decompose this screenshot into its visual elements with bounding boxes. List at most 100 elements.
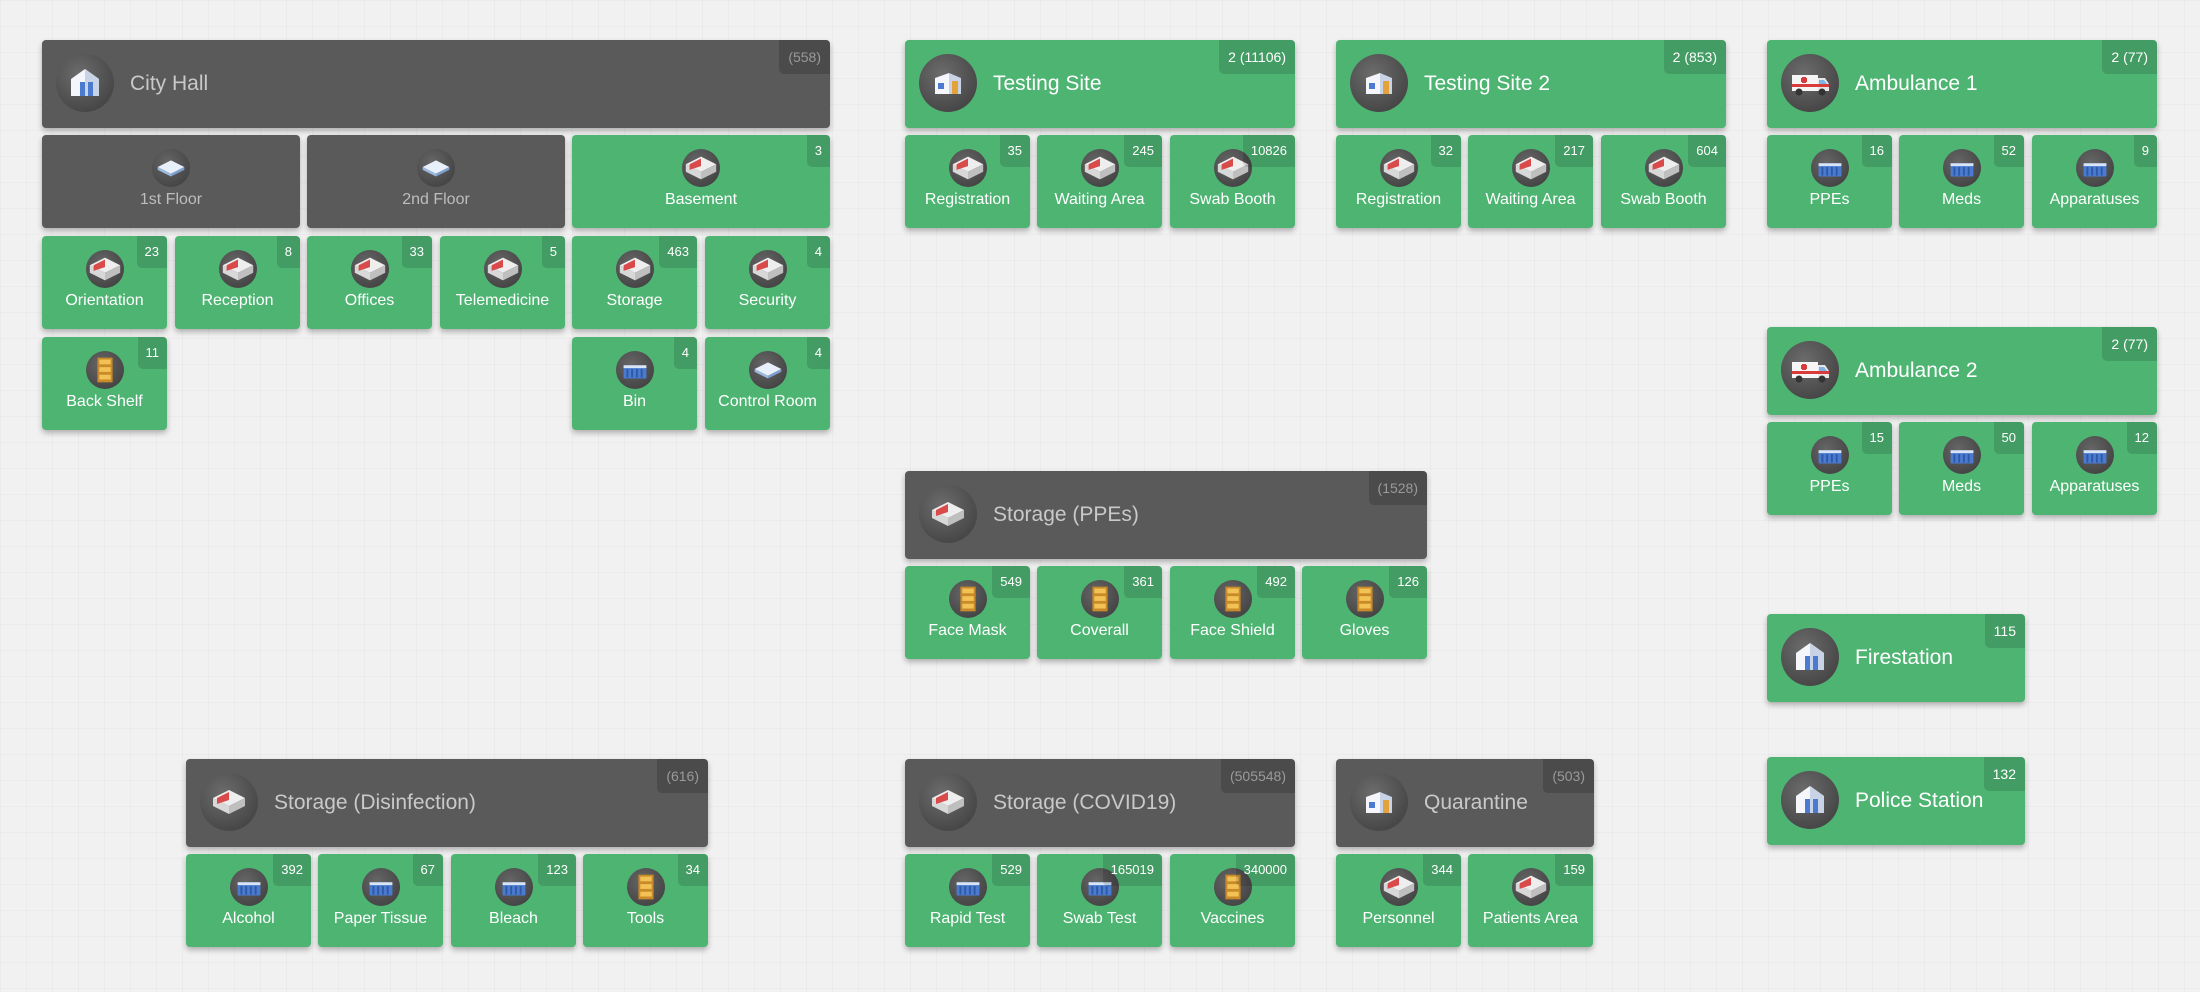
city-hall-header[interactable]: City Hall (558)	[42, 40, 830, 128]
room-icon	[483, 250, 522, 288]
tile-label: Reception	[201, 292, 274, 309]
count-badge: (1528)	[1368, 471, 1427, 505]
tile-label: PPEs	[1809, 478, 1850, 495]
testing-site-header[interactable]: Testing Site 2 (11106)	[905, 40, 1295, 128]
location-title: Ambulance 2	[1855, 359, 1978, 382]
tile-swab-booth[interactable]: Swab Booth 10826	[1170, 135, 1295, 228]
room-icon	[350, 250, 389, 288]
room-icon	[1080, 149, 1119, 187]
tile-vaccines[interactable]: Vaccines 340000	[1170, 854, 1295, 947]
tile-back-shelf[interactable]: Back Shelf 11	[42, 337, 167, 430]
tile-registration[interactable]: Registration 35	[905, 135, 1030, 228]
tile-1st-floor[interactable]: 1st Floor	[42, 135, 300, 228]
tile-apparatuses[interactable]: Apparatuses 12	[2032, 422, 2157, 515]
room-icon	[919, 485, 977, 543]
tile-waiting-area[interactable]: Waiting Area 217	[1468, 135, 1593, 228]
tile-label: Registration	[924, 191, 1011, 208]
tile-label: Registration	[1355, 191, 1442, 208]
count-badge: (505548)	[1220, 759, 1295, 793]
tile-label: Vaccines	[1200, 910, 1265, 927]
police-station-header[interactable]: Police Station 132	[1767, 757, 2025, 845]
building-icon	[1350, 54, 1408, 112]
tile-label: Security	[738, 292, 797, 309]
location-title: Testing Site 2	[1424, 72, 1551, 95]
count-badge: 2 (853)	[1663, 40, 1726, 74]
location-title: City Hall	[130, 72, 209, 95]
tile-coverall[interactable]: Coverall 361	[1037, 566, 1162, 659]
storage-covid19-header[interactable]: Storage (COVID19) (505548)	[905, 759, 1295, 847]
location-title: Ambulance 1	[1855, 72, 1978, 95]
tile-face-shield[interactable]: Face Shield 492	[1170, 566, 1295, 659]
tile-bin[interactable]: Bin 4	[572, 337, 697, 430]
count-badge: 2 (77)	[2102, 40, 2157, 74]
tile-ppes[interactable]: PPEs 16	[1767, 135, 1892, 228]
count-badge: 132	[1983, 757, 2025, 791]
count-badge: 604	[1688, 135, 1726, 167]
tile-label: Gloves	[1339, 622, 1390, 639]
storage-bin-icon	[229, 868, 268, 906]
count-badge: 159	[1555, 854, 1593, 886]
storage-bin-icon	[2075, 149, 2114, 187]
tile-tools[interactable]: Tools 34	[583, 854, 708, 947]
testing-site-2-header[interactable]: Testing Site 2 2 (853)	[1336, 40, 1726, 128]
storage-bin-icon	[948, 868, 987, 906]
tile-label: Back Shelf	[66, 393, 143, 410]
count-badge: 8	[276, 236, 300, 268]
room-icon	[1379, 149, 1418, 187]
tile-2nd-floor[interactable]: 2nd Floor	[307, 135, 565, 228]
tile-paper-tissue[interactable]: Paper Tissue 67	[318, 854, 443, 947]
tile-label: Bleach	[489, 910, 538, 927]
location-title: Testing Site	[993, 72, 1102, 95]
tile-label: PPEs	[1809, 191, 1850, 208]
tile-registration[interactable]: Registration 32	[1336, 135, 1461, 228]
tile-offices[interactable]: Offices 33	[307, 236, 432, 329]
tile-telemedicine[interactable]: Telemedicine 5	[440, 236, 565, 329]
storage-ppes-header[interactable]: Storage (PPEs) (1528)	[905, 471, 1427, 559]
count-badge: 3	[806, 135, 830, 167]
ambulance-1-header[interactable]: Ambulance 1 2 (77)	[1767, 40, 2157, 128]
tile-apparatuses[interactable]: Apparatuses 9	[2032, 135, 2157, 228]
tile-control-room[interactable]: Control Room 4	[705, 337, 830, 430]
tile-alcohol[interactable]: Alcohol 392	[186, 854, 311, 947]
tile-patients-area[interactable]: Patients Area 159	[1468, 854, 1593, 947]
count-badge: 4	[806, 337, 830, 369]
location-title: Quarantine	[1424, 791, 1528, 814]
storage-bin-icon	[1810, 149, 1849, 187]
location-title: Police Station	[1855, 789, 1984, 812]
count-badge: 115	[1984, 614, 2025, 648]
tile-orientation[interactable]: Orientation 23	[42, 236, 167, 329]
tile-label: Control Room	[718, 393, 817, 410]
count-badge: 67	[412, 854, 443, 886]
tile-label: Paper Tissue	[333, 910, 428, 927]
tile-waiting-area[interactable]: Waiting Area 245	[1037, 135, 1162, 228]
tile-security[interactable]: Security 4	[705, 236, 830, 329]
location-title: Storage (Disinfection)	[274, 791, 476, 814]
room-icon	[1213, 149, 1252, 187]
shelf-icon	[626, 868, 665, 906]
tile-bleach[interactable]: Bleach 123	[451, 854, 576, 947]
count-badge: (616)	[657, 759, 708, 793]
count-badge: 165019	[1102, 854, 1162, 886]
tile-swab-test[interactable]: Swab Test 165019	[1037, 854, 1162, 947]
tile-ppes[interactable]: PPEs 15	[1767, 422, 1892, 515]
tile-label: Orientation	[65, 292, 144, 309]
location-title: Storage (PPEs)	[993, 503, 1139, 526]
shelf-icon	[948, 580, 987, 618]
tile-storage[interactable]: Storage 463	[572, 236, 697, 329]
tile-swab-booth[interactable]: Swab Booth 604	[1601, 135, 1726, 228]
tile-personnel[interactable]: Personnel 344	[1336, 854, 1461, 947]
ambulance-2-header[interactable]: Ambulance 2 2 (77)	[1767, 327, 2157, 415]
tile-gloves[interactable]: Gloves 126	[1302, 566, 1427, 659]
count-badge: 549	[992, 566, 1030, 598]
firestation-header[interactable]: Firestation 115	[1767, 614, 2025, 702]
storage-disinfection-header[interactable]: Storage (Disinfection) (616)	[186, 759, 708, 847]
tile-meds[interactable]: Meds 50	[1899, 422, 2024, 515]
quarantine-header[interactable]: Quarantine (503)	[1336, 759, 1594, 847]
tile-face-mask[interactable]: Face Mask 549	[905, 566, 1030, 659]
ambulance-icon	[1781, 341, 1839, 399]
tile-reception[interactable]: Reception 8	[175, 236, 300, 329]
count-badge: 463	[659, 236, 697, 268]
tile-meds[interactable]: Meds 52	[1899, 135, 2024, 228]
tile-basement[interactable]: Basement 3	[572, 135, 830, 228]
tile-rapid-test[interactable]: Rapid Test 529	[905, 854, 1030, 947]
